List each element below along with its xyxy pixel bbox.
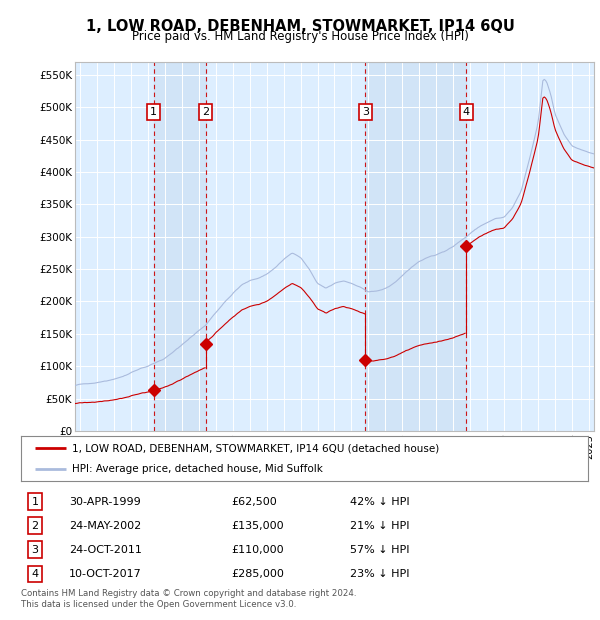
Text: £110,000: £110,000 bbox=[231, 545, 283, 555]
Text: 42% ↓ HPI: 42% ↓ HPI bbox=[350, 497, 409, 507]
Text: 4: 4 bbox=[32, 569, 39, 579]
Text: £62,500: £62,500 bbox=[231, 497, 277, 507]
Text: 1, LOW ROAD, DEBENHAM, STOWMARKET, IP14 6QU (detached house): 1, LOW ROAD, DEBENHAM, STOWMARKET, IP14 … bbox=[72, 443, 439, 453]
Text: 23% ↓ HPI: 23% ↓ HPI bbox=[350, 569, 409, 579]
Text: 2: 2 bbox=[32, 521, 39, 531]
Text: 57% ↓ HPI: 57% ↓ HPI bbox=[350, 545, 409, 555]
Text: 1: 1 bbox=[150, 107, 157, 117]
Text: 1: 1 bbox=[32, 497, 38, 507]
Text: 10-OCT-2017: 10-OCT-2017 bbox=[69, 569, 142, 579]
Text: 4: 4 bbox=[463, 107, 470, 117]
Text: 3: 3 bbox=[362, 107, 369, 117]
Text: £285,000: £285,000 bbox=[231, 569, 284, 579]
Text: Contains HM Land Registry data © Crown copyright and database right 2024.: Contains HM Land Registry data © Crown c… bbox=[21, 589, 356, 598]
Text: 24-MAY-2002: 24-MAY-2002 bbox=[69, 521, 142, 531]
Text: 3: 3 bbox=[32, 545, 38, 555]
Text: 24-OCT-2011: 24-OCT-2011 bbox=[69, 545, 142, 555]
Text: This data is licensed under the Open Government Licence v3.0.: This data is licensed under the Open Gov… bbox=[21, 600, 296, 609]
Text: 30-APR-1999: 30-APR-1999 bbox=[69, 497, 141, 507]
Text: 1, LOW ROAD, DEBENHAM, STOWMARKET, IP14 6QU: 1, LOW ROAD, DEBENHAM, STOWMARKET, IP14 … bbox=[86, 19, 514, 33]
Bar bbox=[154, 62, 206, 431]
Text: 21% ↓ HPI: 21% ↓ HPI bbox=[350, 521, 409, 531]
Text: £135,000: £135,000 bbox=[231, 521, 283, 531]
Text: 2: 2 bbox=[202, 107, 209, 117]
Text: Price paid vs. HM Land Registry's House Price Index (HPI): Price paid vs. HM Land Registry's House … bbox=[131, 30, 469, 43]
Bar bbox=[365, 62, 466, 431]
Text: HPI: Average price, detached house, Mid Suffolk: HPI: Average price, detached house, Mid … bbox=[72, 464, 323, 474]
